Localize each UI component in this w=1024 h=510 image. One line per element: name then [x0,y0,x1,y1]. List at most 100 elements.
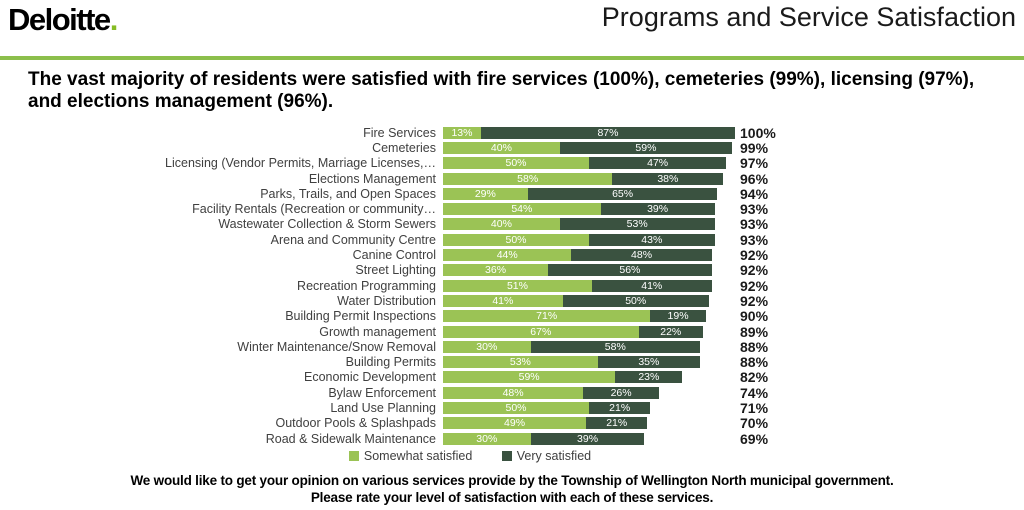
total-value-label: 92% [740,247,769,264]
bar-segment: 38% [612,172,724,185]
category-label: Street Lighting [355,263,436,278]
total-value-label: 93% [740,201,769,218]
bar-area: 48% 26% [443,386,735,399]
bar-segment: 59% [443,371,616,384]
segment-value-label: 41% [641,279,663,292]
category-label: Economic Development [303,370,436,385]
bar-segment: 21% [586,417,648,430]
segment-value-label: 67% [530,325,552,338]
legend-item-somewhat: Somewhat satisfied [348,449,473,464]
segment-value-label: 49% [504,417,526,430]
segment-value-label: 56% [619,264,641,277]
bar-segment: 50% [443,233,589,246]
bar-area: 53% 35% [443,356,735,369]
segment-value-label: 50% [505,401,527,414]
total-value-label: 74% [740,384,769,401]
total-value-label: 88% [740,354,769,371]
segment-value-label: 19% [667,310,689,323]
bar-area: 40% 59% [443,141,735,154]
bar-area: 50% 43% [443,233,735,246]
legend-swatch [348,451,359,462]
segment-value-label: 53% [509,356,531,369]
total-value-label: 71% [740,400,769,416]
segment-value-label: 39% [647,203,669,216]
green-divider [0,56,1024,60]
bar-row: Cemeteries 40% 59% 99% [0,139,1024,156]
bar-segment: 67% [443,325,639,338]
bar-area: 30% 58% [443,340,735,353]
bar-area: 51% 41% [443,279,735,292]
segment-value-label: 59% [518,371,540,384]
total-value-label: 94% [740,185,769,202]
bar-area: 49% 21% [443,417,735,430]
bar-segment: 54% [443,203,601,216]
legend-swatch [501,451,512,462]
total-value-label: 99% [740,139,769,156]
bar-segment: 36% [443,264,549,277]
total-value-label: 69% [740,430,769,447]
bar-segment: 56% [548,264,712,277]
total-value-label: 88% [740,338,769,355]
bar-segment: 71% [443,310,651,323]
bar-segment: 44% [443,249,572,262]
headline: The vast majority of residents were sati… [28,69,975,112]
bar-row: Canine Control 44% 48% 92% [0,247,1024,264]
segment-value-label: 26% [610,386,632,399]
bar-segment: 30% [443,432,531,445]
logo-text: Deloitte [8,2,111,37]
segment-value-label: 29% [474,187,496,200]
total-value-label: 92% [740,292,769,309]
category-label: Elections Management [308,171,436,186]
bar-row: Growth management 67% 22% 89% [0,324,1024,340]
category-label: Arena and Community Centre [270,232,436,247]
bar-row: Facility Rentals (Recreation or communit… [0,201,1024,218]
segment-value-label: 22% [660,325,682,338]
segment-value-label: 59% [635,141,657,154]
bar-segment: 58% [443,172,613,185]
segment-value-label: 13% [451,126,473,139]
segment-value-label: 21% [609,401,631,414]
bar-segment: 50% [562,294,709,307]
bar-row: Building Permit Inspections 71% 19% 90% [0,308,1024,324]
bar-segment: 22% [638,325,703,338]
total-value-label: 92% [740,262,769,279]
legend-label: Somewhat satisfied [363,449,473,464]
segment-value-label: 54% [511,203,533,216]
segment-value-label: 53% [626,218,648,231]
bar-row: Outdoor Pools & Splashpads 49% 21% 70% [0,415,1024,431]
segment-value-label: 87% [597,126,619,139]
bar-segment: 87% [480,126,735,139]
legend-item-very: Very satisfied [501,449,592,464]
total-value-label: 96% [740,170,769,187]
footer-line-1: We would like to get your opinion on var… [130,473,894,489]
total-value-label: 93% [740,216,769,233]
bar-area: 50% 21% [443,401,735,414]
bar-segment: 43% [589,233,715,246]
segment-value-label: 44% [496,249,518,262]
bar-segment: 49% [443,417,587,430]
bar-area: 36% 56% [443,264,735,277]
bar-row: Building Permits 53% 35% 88% [0,354,1024,371]
deloitte-logo: Deloitte. [8,2,118,38]
segment-value-label: 40% [490,141,512,154]
bar-segment: 19% [650,310,706,323]
total-value-label: 82% [740,369,769,386]
total-value-label: 93% [740,231,769,248]
segment-value-label: 30% [476,432,498,445]
legend-label: Very satisfied [516,449,592,464]
bar-row: Licensing (Vendor Permits, Marriage Lice… [0,155,1024,171]
segment-value-label: 48% [631,249,653,262]
category-label: Wastewater Collection & Storm Sewers [218,217,436,232]
header: Deloitte. Programs and Service Satisfact… [0,0,1024,56]
bar-segment: 40% [443,218,560,231]
bar-segment: 29% [443,187,528,200]
bar-row: Economic Development 59% 23% 82% [0,369,1024,386]
total-value-label: 100% [740,124,776,141]
category-label: Land Use Planning [330,400,436,415]
category-label: Parks, Trails, and Open Spaces [260,186,436,201]
bar-segment: 39% [530,432,645,445]
category-label: Licensing (Vendor Permits, Marriage Lice… [165,156,436,171]
segment-value-label: 36% [485,264,507,277]
bar-row: Bylaw Enforcement 48% 26% 74% [0,384,1024,401]
segment-value-label: 47% [647,157,669,170]
